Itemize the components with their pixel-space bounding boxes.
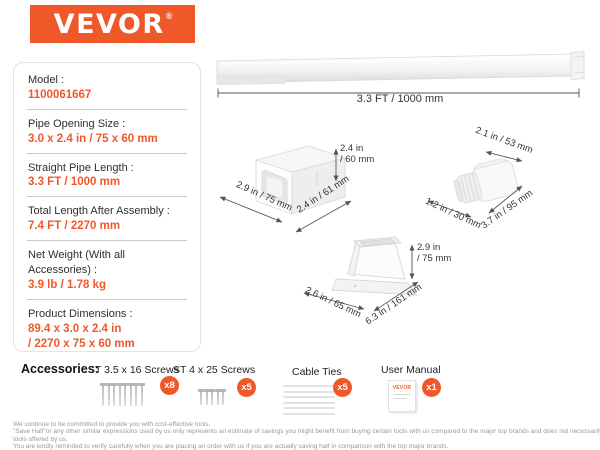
spec-label: Total Length After Assembly : <box>28 205 170 218</box>
wall-flange-height-label-line1: 2.9 in <box>417 242 441 253</box>
wall-flange-height-label-line2: / 75 mm <box>417 253 452 265</box>
cable-ties-count-badge: x5 <box>333 378 352 397</box>
parts-diagram-graphic <box>216 51 585 312</box>
accessory-label-screws-st4: ST 4 x 25 Screws <box>173 364 256 376</box>
wall-flange-graphic <box>331 236 418 296</box>
user-manual-logo-text: VEVOR <box>392 385 412 391</box>
registered-trademark-symbol: ® <box>165 11 173 21</box>
accessory-label-cable-ties: Cable Ties <box>292 366 342 378</box>
wall-flange-height-label: 2.9 in / 75 mm <box>417 242 451 265</box>
spec-value: 3.0 x 2.4 in / 75 x 60 mm <box>28 132 158 145</box>
spec-row-product-dimensions: Product Dimensions : 89.4 x 3.0 x 2.4 in… <box>27 298 187 358</box>
spec-value: 89.4 x 3.0 x 2.4 in <box>28 322 122 335</box>
spec-label: Model : <box>28 74 65 86</box>
straight-pipe-graphic <box>216 51 585 86</box>
vevor-logo-text: VEVOR <box>53 8 165 40</box>
spec-label: Net Weight (With all Accessories) : <box>28 249 125 276</box>
spec-row-model: Model : 1100061667 <box>27 66 187 109</box>
disclaimer-text: We continue to be committed to provide y… <box>13 421 600 450</box>
screws-st4-icon <box>198 389 228 405</box>
spec-value: 7.4 FT / 2270 mm <box>28 220 121 233</box>
wall-flange-dimension-lines <box>303 244 419 312</box>
screws-st4-count-badge: x5 <box>237 378 256 397</box>
spec-value: 3.9 lb / 1.78 kg <box>28 278 106 291</box>
spec-label: Product Dimensions : <box>28 307 133 320</box>
spec-label: Pipe Opening Size : <box>28 117 126 130</box>
spec-panel: Model : 1100061667 Pipe Opening Size : 3… <box>13 62 201 352</box>
coupler-height-label: 2.4 in / 60 mm <box>340 143 374 166</box>
pipe-length-label: 3.3 FT / 1000 mm <box>356 93 444 105</box>
spec-row-total-length: Total Length After Assembly : 7.4 FT / 2… <box>27 196 187 240</box>
accessory-label-user-manual: User Manual <box>381 364 441 376</box>
accessories-title: Accessories: <box>21 362 99 376</box>
screws-st35-icon <box>100 383 146 406</box>
disclaimer-line2: "Save Half"or any other similar expressi… <box>13 428 600 436</box>
accessory-label-screws-st35: ST 3.5 x 16 Screws <box>88 364 179 376</box>
vevor-logo: VEVOR ® <box>30 5 195 43</box>
disclaimer-line4: You are kindly reminded to verify carefu… <box>13 442 449 450</box>
spec-row-pipe-opening-size: Pipe Opening Size : 3.0 x 2.4 in / 75 x … <box>27 108 187 153</box>
spec-row-net-weight: Net Weight (With all Accessories) : 3.9 … <box>27 240 187 299</box>
spec-value: 3.3 FT / 1000 mm <box>28 176 121 189</box>
spec-label: Straight Pipe Length : <box>28 161 134 174</box>
flex-connector-dimension-lines <box>427 150 523 218</box>
disclaimer-line3: tools offered by us. <box>13 435 68 443</box>
coupler-graphic <box>255 145 346 215</box>
screws-st35-count-badge: x8 <box>160 376 179 395</box>
coupler-height-label-line1: 2.4 in <box>340 143 364 154</box>
coupler-height-label-line2: / 60 mm <box>340 154 375 166</box>
spec-row-straight-pipe-length: Straight Pipe Length : 3.3 FT / 1000 mm <box>27 152 187 197</box>
user-manual-icon: VEVOR <box>388 380 416 412</box>
disclaimer-line1: We continue to be committed to provide y… <box>13 421 211 428</box>
user-manual-count-badge: x1 <box>422 378 441 397</box>
pipe-dimension-line <box>217 88 580 98</box>
coupler-dimension-lines <box>219 148 352 233</box>
cable-ties-icon <box>283 385 335 418</box>
spec-value: / 2270 x 75 x 60 mm <box>28 337 135 350</box>
spec-value: 1100061667 <box>28 88 92 101</box>
